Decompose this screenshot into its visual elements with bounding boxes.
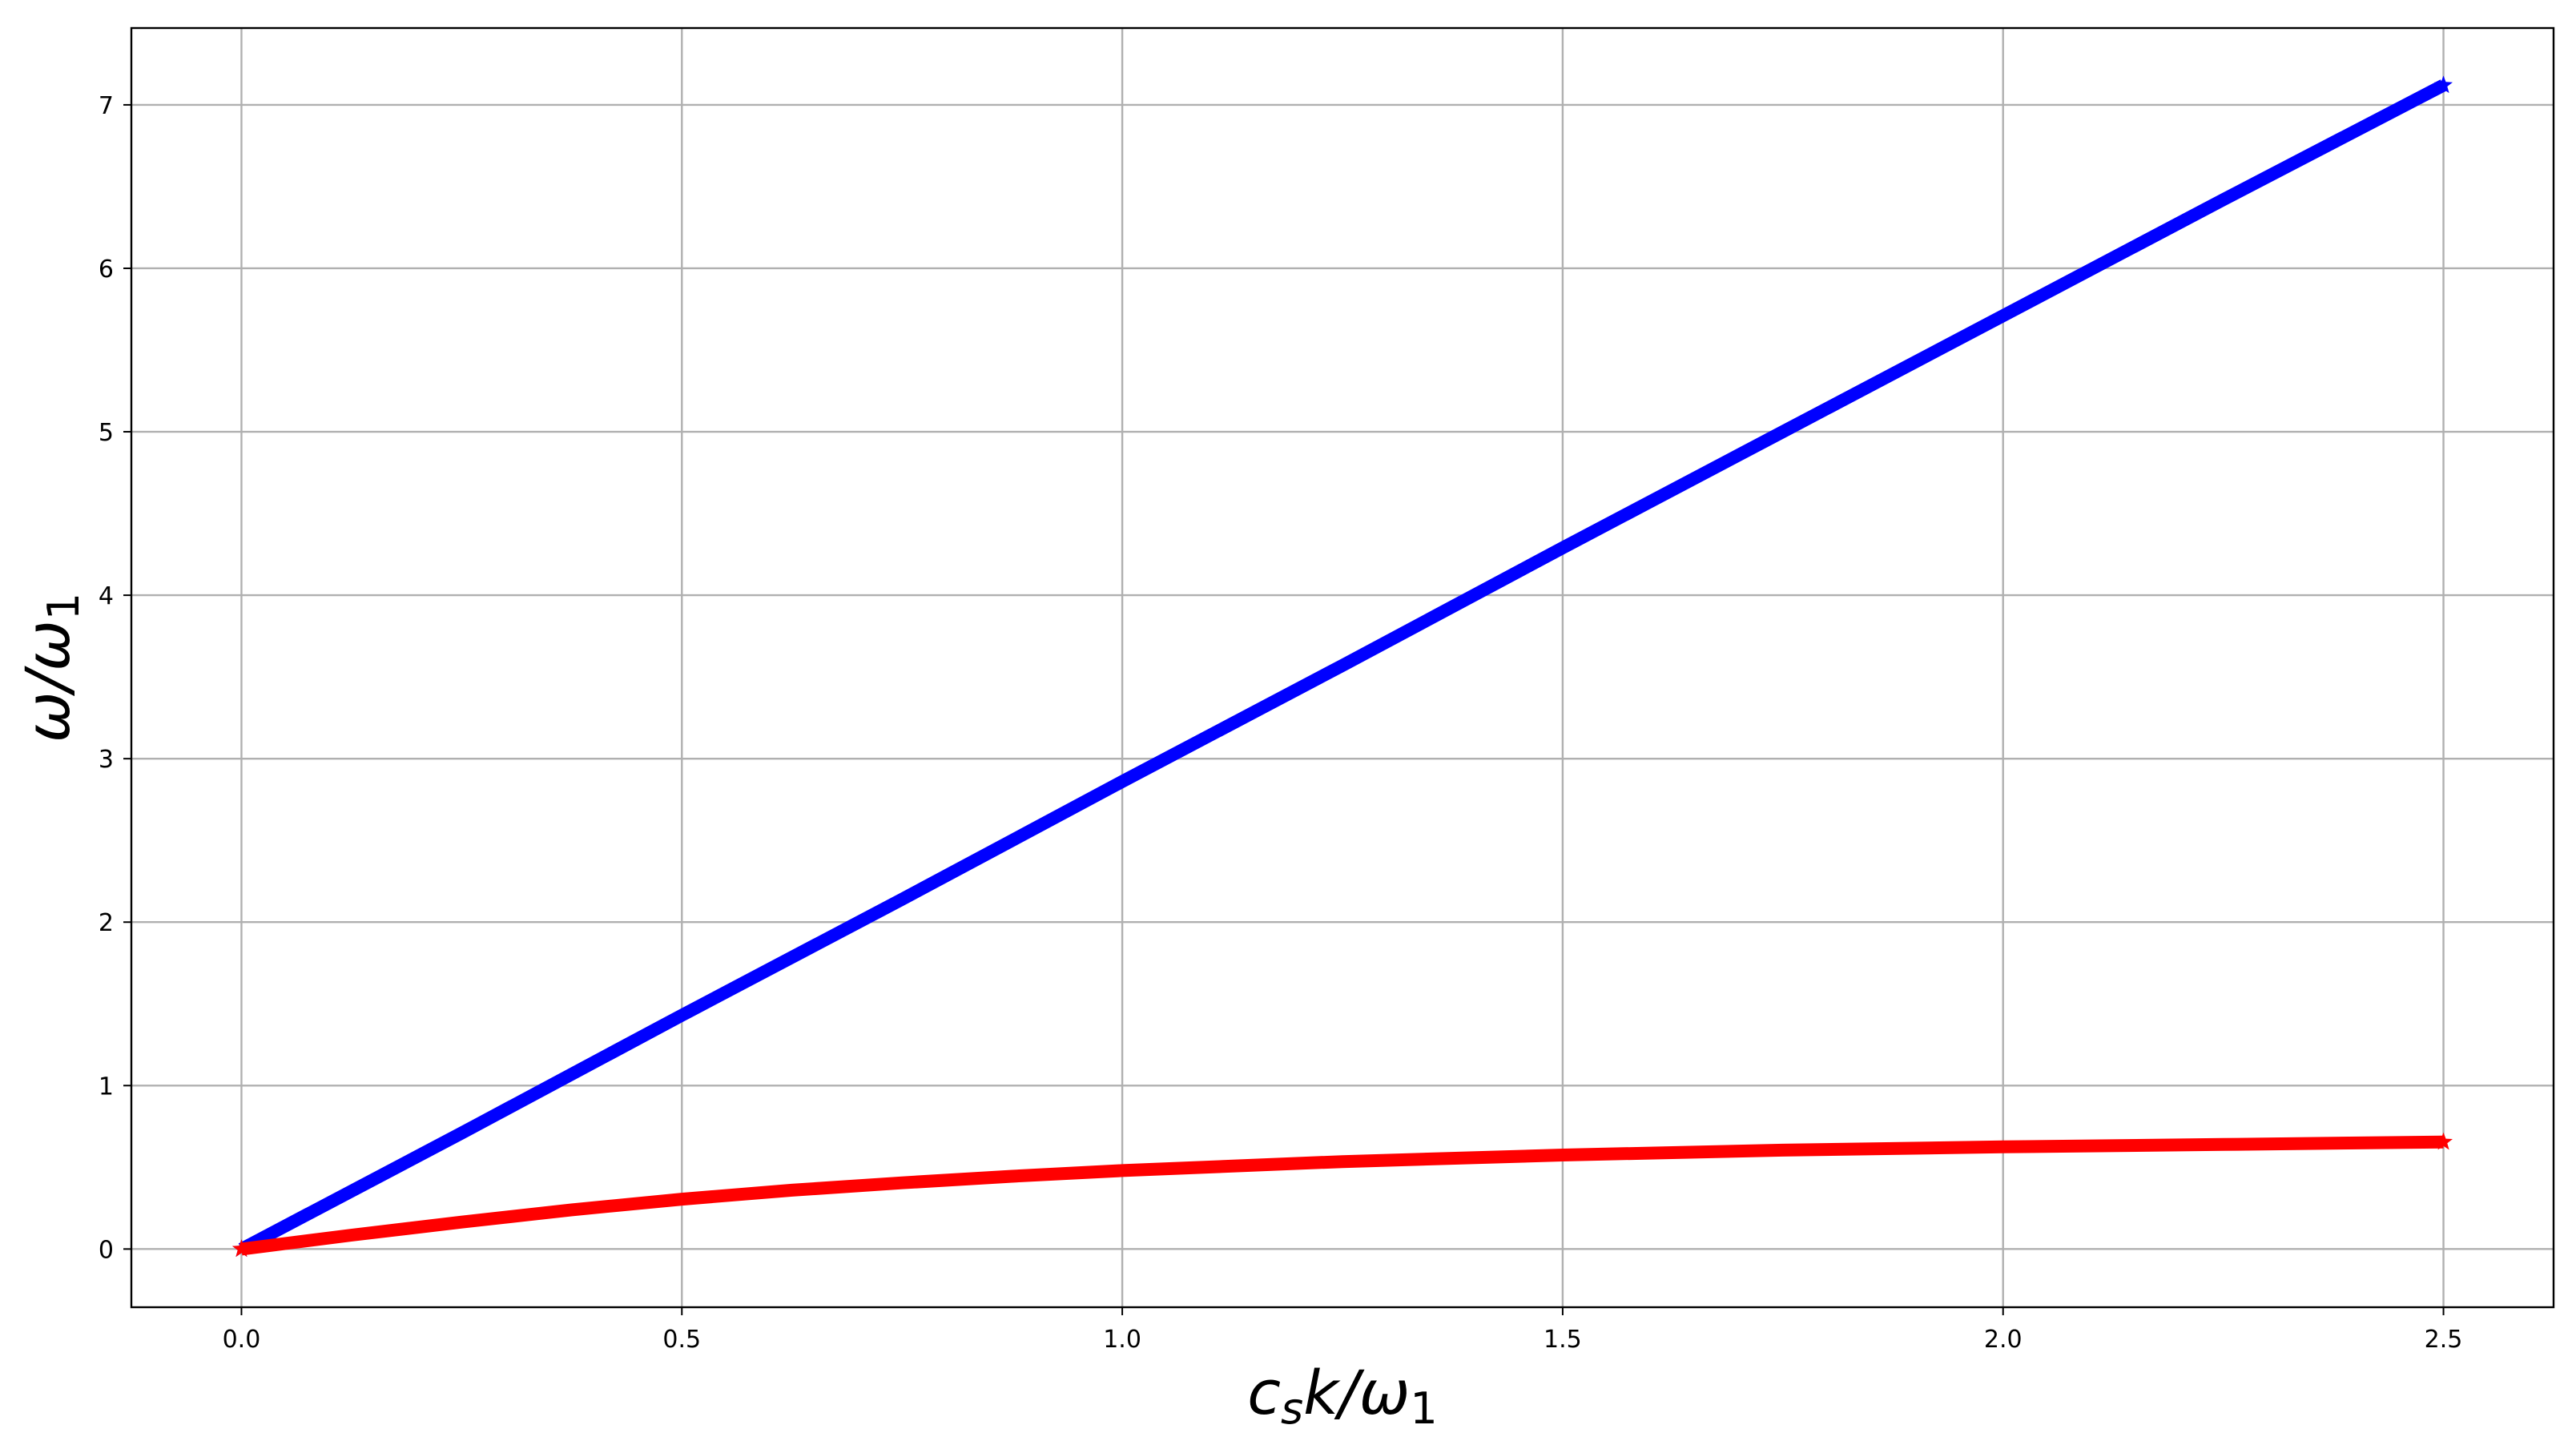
x-tick-label: 1.0 (1103, 1326, 1141, 1354)
series-line-blue (238, 79, 2447, 1255)
y-tick-label: 7 (99, 92, 114, 120)
x-tick-label: 1.5 (1544, 1326, 1582, 1354)
y-tick-label: 3 (99, 746, 114, 774)
series-line-red (240, 1135, 2444, 1256)
ticks: 0.0 0.5 1.0 1.5 2.0 2.5 0 1 2 3 4 5 6 7 (99, 92, 2462, 1354)
x-tick-label: 2.0 (1984, 1326, 2023, 1354)
x-tick-label: 0.0 (223, 1326, 261, 1354)
x-axis-label: csk/ω1 (1247, 1357, 1438, 1434)
y-tick-label: 6 (99, 256, 114, 284)
y-axis-label: ω/ω1 (12, 593, 89, 743)
plot-frame (130, 26, 2555, 1309)
y-tick-label: 0 (99, 1236, 114, 1264)
x-tick-label: 0.5 (662, 1326, 701, 1354)
y-tick-label: 2 (99, 909, 114, 937)
y-tick-label: 4 (99, 582, 114, 610)
series-star-marker (2434, 1132, 2453, 1150)
series-star-marker (232, 1239, 251, 1258)
grid (131, 28, 2554, 1307)
series-star-marker (2434, 75, 2453, 94)
series-group (232, 75, 2453, 1258)
x-tick-label: 2.5 (2425, 1326, 2463, 1354)
y-tick-label: 5 (99, 419, 114, 447)
y-tick-label: 1 (99, 1073, 114, 1101)
